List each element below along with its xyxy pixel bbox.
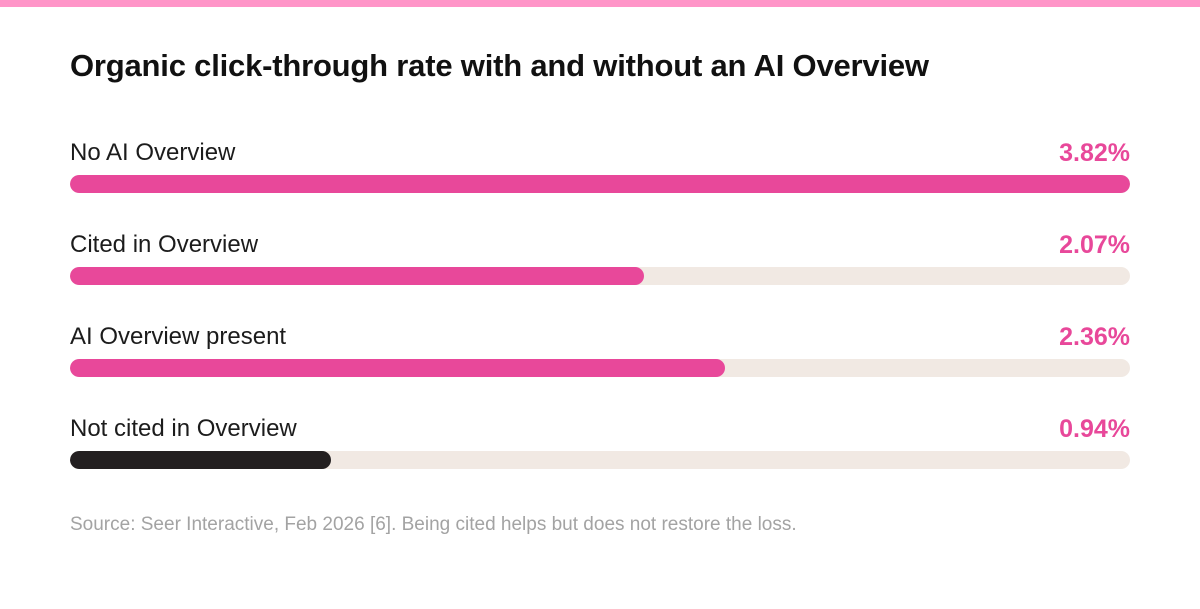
bar-label: Not cited in Overview (70, 415, 297, 442)
bar-value-label: 0.94% (1059, 415, 1130, 443)
bar-track (70, 451, 1130, 469)
top-accent-stripe (0, 0, 1200, 7)
bar-row: Not cited in Overview 0.94% (70, 414, 1130, 484)
bar (70, 359, 725, 377)
bar-track (70, 175, 1130, 193)
bar (70, 267, 645, 285)
bar-track (70, 267, 1130, 285)
bar-value-label: 2.36% (1059, 323, 1130, 351)
chart-title: Organic click-through rate with and with… (70, 48, 929, 83)
bar-track (70, 359, 1130, 377)
bar-value-label: 2.07% (1059, 231, 1130, 259)
bar-label: Cited in Overview (70, 231, 259, 258)
source-note: Source: Seer Interactive, Feb 2026 [6]. … (70, 514, 797, 535)
bar (70, 175, 1130, 193)
bar-label: AI Overview present (70, 323, 287, 350)
bar (70, 451, 331, 469)
bar-row: Cited in Overview 2.07% (70, 230, 1130, 300)
bar-value-label: 3.82% (1059, 139, 1130, 167)
bar-row: AI Overview present 2.36% (70, 322, 1130, 392)
bar-row: No AI Overview 3.82% (70, 138, 1130, 208)
bar-label: No AI Overview (70, 139, 236, 166)
